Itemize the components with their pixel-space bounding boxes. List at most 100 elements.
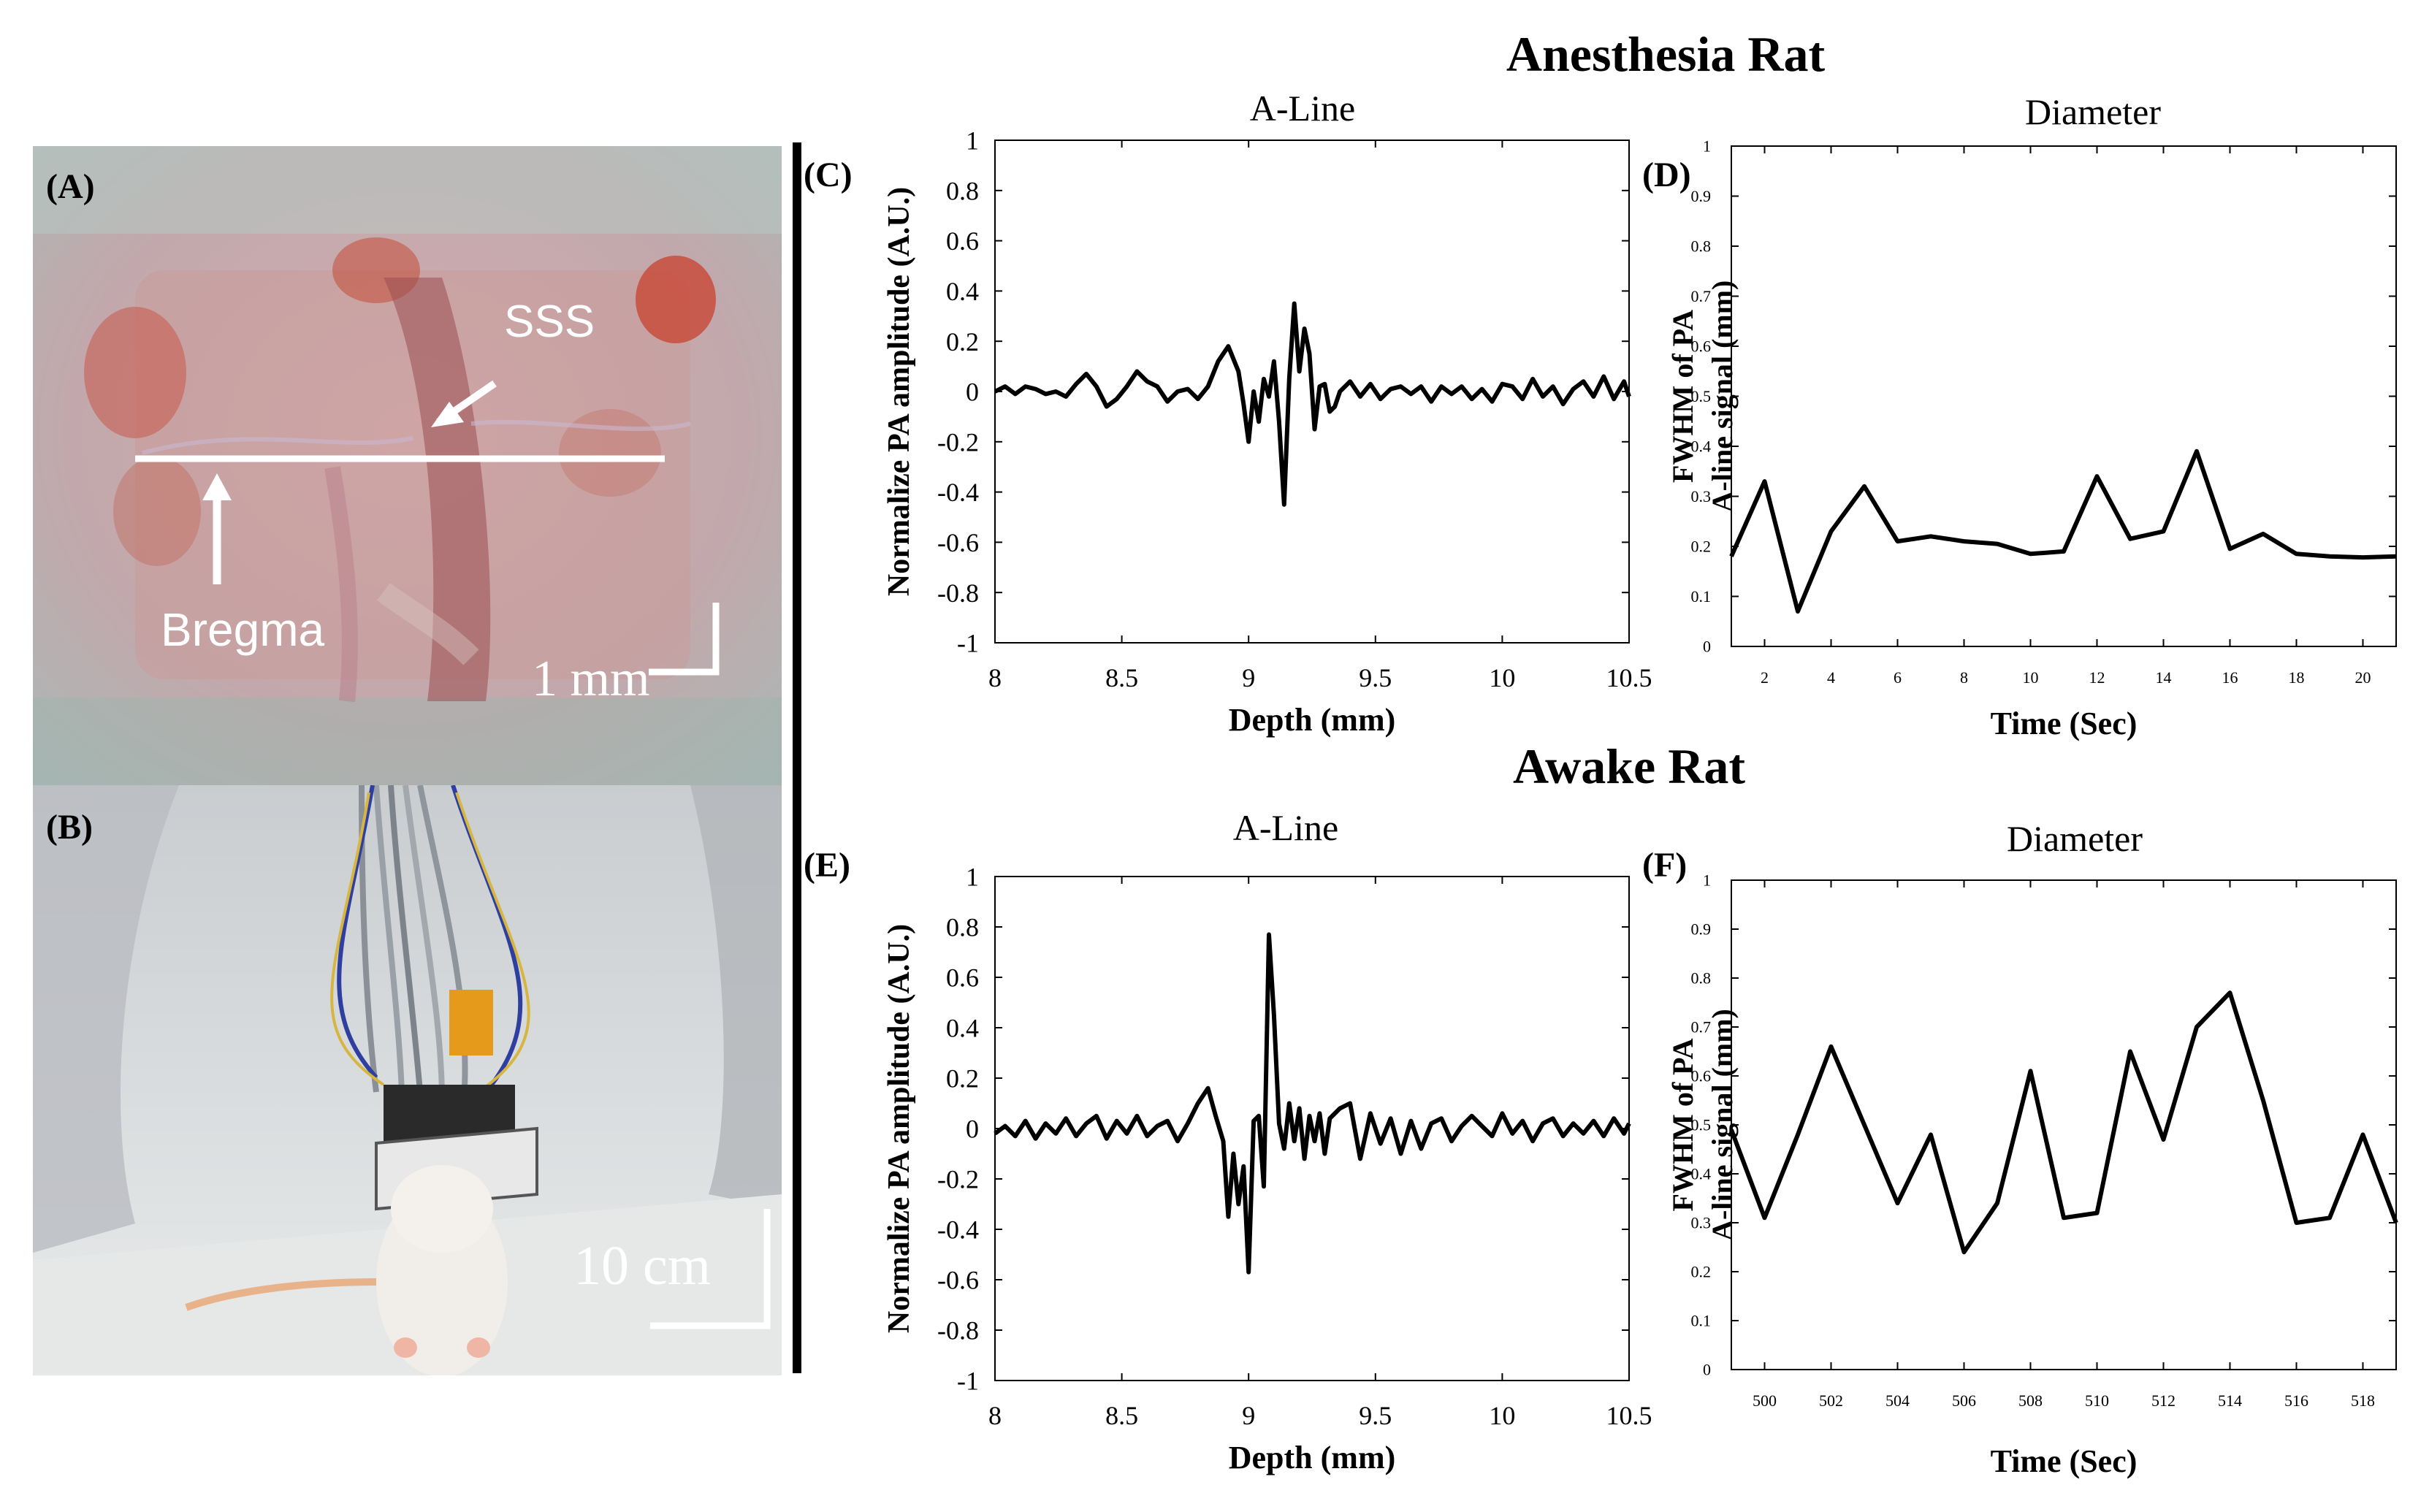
chart-e-awake-aline: 8 8.5 9 9.5 10 10.5 1 0.8 0.6 0.4 0.2 0 -0.2 -0.4 -0.6…: [804, 807, 1652, 1475]
y-tick-label: 0.6: [1691, 337, 1712, 356]
heading-anesthesia: Anesthesia Rat: [1506, 26, 1826, 82]
x-tick-label: 6: [1894, 668, 1902, 687]
y-tick-label: -1: [957, 1367, 979, 1396]
y-tick-label: 0.4: [946, 1014, 979, 1043]
y-tick-label: 0: [966, 378, 979, 407]
x-tick-label: 10: [2023, 668, 2039, 687]
x-tick-label: 10.5: [1606, 663, 1652, 692]
y-tick-label: 1: [1703, 871, 1711, 890]
x-tick-label: 9: [1242, 663, 1255, 692]
y-tick-label: -0.8: [937, 579, 979, 608]
panel-label-a: (A): [46, 167, 95, 206]
x-tick-label: 518: [2351, 1391, 2375, 1410]
chart-title: A-Line: [1250, 88, 1355, 129]
y-tick-label: 1: [966, 863, 979, 892]
y-tick-label: 0.7: [1691, 1018, 1712, 1036]
y-tick-label: -0.8: [937, 1316, 979, 1345]
skull-photo-drawing: [33, 146, 782, 785]
y-axis-label-line2: A-line signal (mm): [1706, 1009, 1739, 1241]
y-tick-label: 0.2: [1691, 1263, 1712, 1281]
y-tick-label: -0.6: [937, 1266, 979, 1295]
x-tick-label: 9.5: [1359, 663, 1392, 692]
x-tick-label: 16: [2222, 668, 2238, 687]
y-tick-label: 0.8: [946, 913, 979, 942]
y-axis-label-group: FWHM of PA A-line signal (mm): [1666, 1009, 1739, 1241]
x-tick-label: 18: [2289, 668, 2305, 687]
x-axis-label: Time (Sec): [1991, 706, 2138, 741]
y-tick-label: 0: [1703, 1361, 1711, 1379]
y-tick-label: 0.5: [1691, 1116, 1712, 1134]
y-tick-label: -0.4: [937, 1215, 979, 1245]
y-tick-label: 0.3: [1691, 1214, 1712, 1232]
y-tick-label: 0.9: [1691, 920, 1712, 939]
x-tick-label: 502: [1819, 1391, 1843, 1410]
x-tick-label: 512: [2151, 1391, 2176, 1410]
x-tick-label: 8: [988, 1401, 1002, 1430]
x-tick-label: 500: [1753, 1391, 1777, 1410]
x-tick-label: 8.5: [1105, 663, 1138, 692]
scale-label-1mm: 1 mm: [532, 651, 650, 707]
y-tick-label: 0.5: [1691, 387, 1712, 405]
y-tick-label: 1: [1703, 137, 1711, 156]
x-tick-label: 2: [1761, 668, 1769, 687]
x-tick-label: 4: [1827, 668, 1835, 687]
y-tick-label: 0.2: [1691, 538, 1712, 556]
x-tick-label: 8: [988, 663, 1002, 692]
y-tick-label: -0.6: [937, 528, 979, 557]
y-tick-label: 0: [1703, 638, 1711, 656]
y-tick-label: 0.6: [946, 963, 979, 993]
x-axis-label: Depth (mm): [1229, 702, 1396, 738]
y-tick-label: 0.1: [1691, 587, 1712, 606]
y-axis-label: Normalize PA amplitude (A.U.): [882, 187, 916, 596]
panel-divider: [793, 142, 801, 1373]
chart-title: Diameter: [2007, 818, 2143, 859]
y-axis-label-line1: FWHM of PA: [1666, 1038, 1699, 1211]
x-axis-label: Time (Sec): [1991, 1443, 2138, 1479]
bregma-label: Bregma: [161, 603, 325, 656]
x-tick-label: 8.5: [1105, 1401, 1138, 1430]
x-tick-label: 504: [1885, 1391, 1910, 1410]
series-line: [1729, 448, 2397, 614]
x-tick-label: 20: [2355, 668, 2371, 687]
panel-label-b: (B): [46, 808, 93, 847]
y-axis-label-line2: A-line signal (mm): [1706, 280, 1739, 513]
y-axis-label-line1: FWHM of PA: [1666, 310, 1699, 483]
y-tick-label: 1: [966, 126, 979, 156]
x-tick-label: 14: [2156, 668, 2172, 687]
series-line: [994, 301, 1631, 507]
x-tick-label: 506: [1952, 1391, 1976, 1410]
x-tick-label: 9: [1242, 1401, 1255, 1430]
x-tick-label: 10: [1489, 663, 1515, 692]
x-tick-label: 10.5: [1606, 1401, 1652, 1430]
chart-title: A-Line: [1233, 807, 1338, 848]
series-line: [1729, 990, 2398, 1255]
y-tick-label: 0.4: [1691, 1165, 1712, 1183]
panel-label-f: (F): [1642, 846, 1687, 885]
x-tick-label: 9.5: [1359, 1401, 1392, 1430]
y-tick-label: 0.8: [1691, 237, 1712, 256]
y-axis-label-group: FWHM of PA A-line signal (mm): [1666, 280, 1739, 513]
photo-a-skull: (A) SSS Bregma 1 mm: [33, 146, 782, 785]
photo-b-rat: (B) 10 cm: [33, 785, 782, 1375]
y-tick-label: -0.2: [937, 427, 979, 457]
y-tick-label: 0.8: [1691, 969, 1712, 988]
chart-c-anesthesia-aline: 8 8.5 9 9.5 10 10.5 1 0.8 0.6 0.4 0.2 0 -0.2 -0.4 -0.6…: [804, 88, 1652, 738]
chart-title: Diameter: [2025, 91, 2161, 132]
y-tick-label: 0.2: [946, 327, 979, 356]
y-axis-label-group: Normalize PA amplitude (A.U.): [882, 924, 916, 1333]
x-tick-label: 510: [2085, 1391, 2109, 1410]
y-tick-label: 0.1: [1691, 1312, 1712, 1330]
x-tick-label: 516: [2284, 1391, 2308, 1410]
y-tick-label: -0.4: [937, 478, 979, 507]
y-tick-label: -0.2: [937, 1165, 979, 1194]
y-tick-label: 0.8: [946, 176, 979, 205]
x-tick-label: 514: [2218, 1391, 2242, 1410]
y-tick-label: 0.4: [946, 277, 979, 306]
panel-label-e: (E): [804, 846, 850, 885]
y-tick-label: 0.7: [1691, 287, 1712, 305]
panel-label-c: (C): [804, 156, 853, 194]
x-tick-label: 508: [2018, 1391, 2043, 1410]
heading-awake: Awake Rat: [1513, 738, 1745, 794]
y-axis-label: Normalize PA amplitude (A.U.): [882, 924, 916, 1333]
y-tick-label: 0.6: [1691, 1067, 1712, 1085]
